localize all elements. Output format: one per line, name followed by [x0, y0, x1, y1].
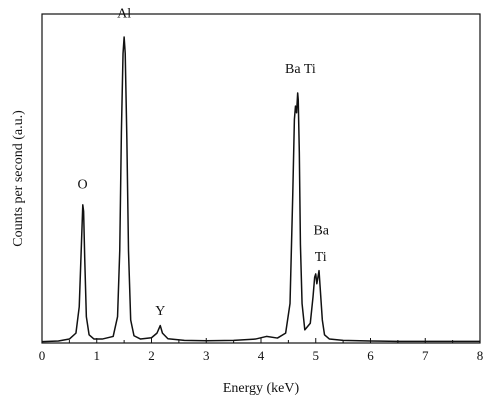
x-axis-label: Energy (keV) — [223, 381, 300, 396]
x-tick-label-3: 3 — [203, 348, 210, 363]
x-tick-label-0: 0 — [39, 348, 46, 363]
x-tick-label-2: 2 — [148, 348, 155, 363]
peak-label-ba-4: Ba — [313, 223, 329, 238]
x-tick-label-5: 5 — [313, 348, 320, 363]
peak-labels: O Al Y Ba Ti Ba Ti — [77, 6, 329, 319]
x-axis-tick-labels: 0 1 2 3 4 5 6 7 8 — [39, 348, 484, 363]
x-tick-label-1: 1 — [94, 348, 101, 363]
x-tick-label-8: 8 — [477, 348, 484, 363]
peak-label-y-2: Y — [155, 304, 165, 319]
spectrum-line — [41, 36, 480, 343]
x-axis-ticks — [41, 338, 481, 343]
peak-label-o-0: O — [77, 177, 87, 192]
x-tick-label-4: 4 — [258, 348, 265, 363]
peak-label-ba-ti-3: Ba Ti — [285, 62, 316, 77]
plot-area: 0 1 2 3 4 5 6 7 8 O Al Y Ba Ti Ba Ti — [39, 6, 484, 363]
peak-label-al-1: Al — [117, 6, 131, 21]
x-tick-label-7: 7 — [422, 348, 429, 363]
x-tick-label-6: 6 — [367, 348, 374, 363]
plot-frame — [41, 13, 481, 344]
peak-label-ti-5: Ti — [315, 250, 327, 265]
y-axis-label: Counts per second (a.u.) — [11, 110, 26, 247]
